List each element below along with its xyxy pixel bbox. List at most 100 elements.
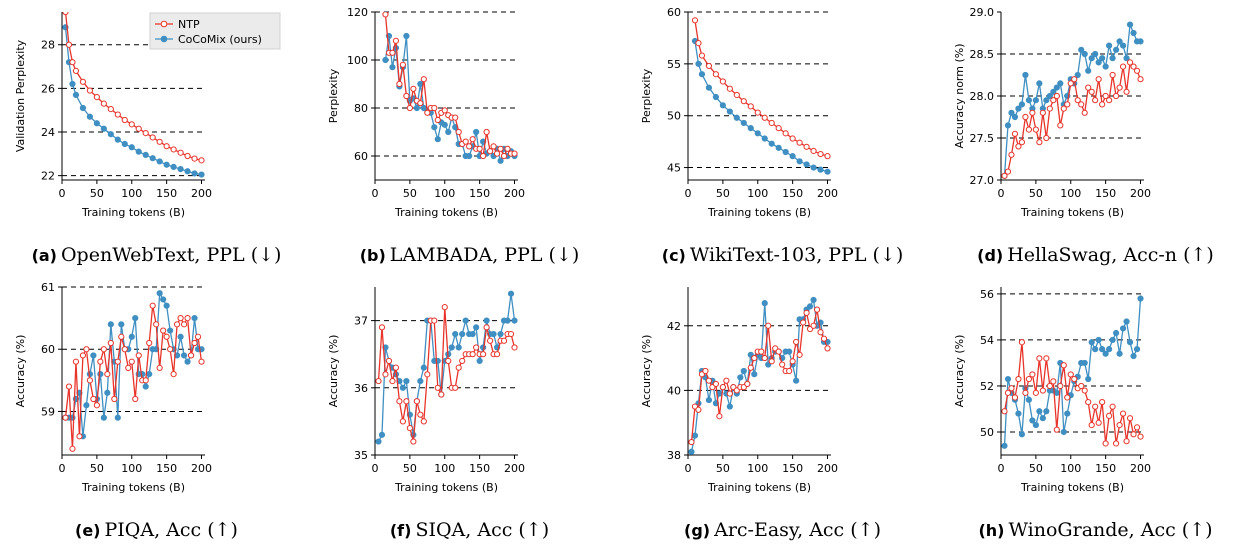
y-tick-label: 35 [354, 449, 368, 462]
ntp-point [751, 354, 758, 362]
cocomix-point [789, 153, 796, 160]
ntp-point [72, 358, 80, 365]
ntp-point [705, 377, 713, 384]
legend: NTP CoCoMix (ours) [149, 12, 281, 50]
cocomix-point [1022, 71, 1029, 79]
chart-panel: 0 50 100 150 200 38 40 42 Training tokens (B) Acc… [626, 275, 939, 550]
ntp-point [817, 150, 824, 158]
cocomix-point [1018, 431, 1026, 438]
y-axis-label: Accuracy (%) [327, 335, 340, 408]
ntp-point [1112, 440, 1120, 447]
cocomix-point [135, 148, 142, 155]
ntp-point [65, 41, 73, 48]
ntp-point [1088, 421, 1095, 429]
chart-svg: 0 50 100 150 200 38 40 42 Training tokens (B) Acc… [640, 287, 838, 494]
x-axis-label: Training tokens (B) [1020, 206, 1124, 219]
x-tick-label: 100 [434, 187, 455, 200]
ntp-point [817, 329, 824, 336]
ntp-point [716, 413, 723, 420]
x-tick-label: 50 [716, 462, 730, 475]
ntp-point [111, 395, 118, 403]
ntp-point [420, 418, 427, 425]
ntp-point [500, 152, 508, 160]
ntp-point [104, 371, 111, 378]
cocomix-point [810, 296, 817, 304]
ntp-point [504, 145, 511, 152]
ntp-point [1004, 389, 1012, 396]
y-axis-label: Validation Perplexity [14, 39, 27, 152]
cocomix-point [100, 125, 107, 132]
ntp-point [719, 384, 726, 391]
y-axis-label: Accuracy (%) [14, 335, 27, 408]
caption-text: PIQA, Acc (↑) [104, 519, 238, 541]
cocomix-point [1095, 336, 1102, 344]
cocomix-point [726, 403, 733, 410]
cocomix-point [1074, 71, 1081, 79]
x-tick-label: 100 [1060, 462, 1081, 475]
caption-text: HellaSwag, Acc-n (↑) [1007, 244, 1214, 266]
caption-letter: (e) [75, 521, 101, 540]
ntp-point [1057, 382, 1064, 390]
x-tick-label: 100 [747, 462, 768, 475]
cocomix-point [459, 330, 466, 338]
cocomix-point [751, 371, 758, 378]
cocomix-point [511, 317, 518, 324]
cocomix-point [79, 104, 87, 112]
ntp-point [1116, 421, 1123, 429]
cocomix-point [1004, 122, 1012, 129]
cocomix-point [695, 60, 702, 67]
x-tick-label: 0 [685, 462, 692, 475]
ntp-point [1036, 139, 1043, 146]
cocomix-point [1029, 417, 1036, 424]
ntp-point [497, 145, 504, 152]
y-tick-label: 37 [354, 315, 368, 328]
cocomix-point [167, 327, 174, 334]
x-tick-label: 100 [121, 462, 142, 475]
ntp-point [160, 327, 167, 334]
ntp-point [441, 107, 448, 114]
ntp-point [1085, 398, 1092, 406]
cocomix-point [1099, 346, 1106, 353]
ntp-point [417, 100, 424, 107]
ntp-point [1008, 385, 1015, 392]
x-tick-label: 200 [1130, 462, 1151, 475]
ntp-point [417, 411, 424, 418]
ntp-point [480, 351, 487, 358]
ntp-point [473, 344, 480, 351]
ntp-point [93, 402, 100, 409]
cocomix-point [1106, 346, 1113, 353]
ntp-point [1137, 433, 1144, 440]
ntp-point [1106, 97, 1113, 104]
ntp-point [1071, 375, 1078, 383]
ntp-point [1043, 355, 1050, 362]
x-tick-label: 150 [1095, 187, 1116, 200]
ntp-point [1015, 375, 1022, 383]
ntp-point [424, 371, 431, 378]
ntp-point [142, 377, 149, 384]
x-tick-label: 150 [1095, 462, 1116, 475]
ntp-point [469, 351, 476, 358]
cocomix-point [198, 171, 205, 178]
ntp-point [1123, 438, 1130, 445]
ntp-series-line [377, 307, 516, 442]
ntp-point [76, 433, 83, 440]
ntp-point [62, 12, 69, 16]
cocomix-point [1130, 29, 1137, 37]
caption-letter: (g) [684, 521, 711, 540]
cocomix-point [1078, 46, 1085, 53]
cocomix-point [1092, 50, 1099, 58]
cocomix-point [1032, 421, 1039, 429]
ntp-point [441, 304, 448, 311]
ntp-point [786, 367, 793, 375]
cocomix-point [1011, 113, 1019, 121]
cocomix-point [382, 56, 389, 64]
ntp-point [462, 138, 469, 145]
ntp-point [118, 333, 125, 340]
ntp-point [100, 100, 107, 107]
caption-letter: (h) [978, 521, 1005, 540]
plot-area [688, 296, 831, 455]
cocomix-point [504, 317, 511, 324]
cocomix-point [810, 164, 817, 171]
ntp-point [1119, 63, 1127, 70]
cocomix-point [1130, 352, 1137, 360]
